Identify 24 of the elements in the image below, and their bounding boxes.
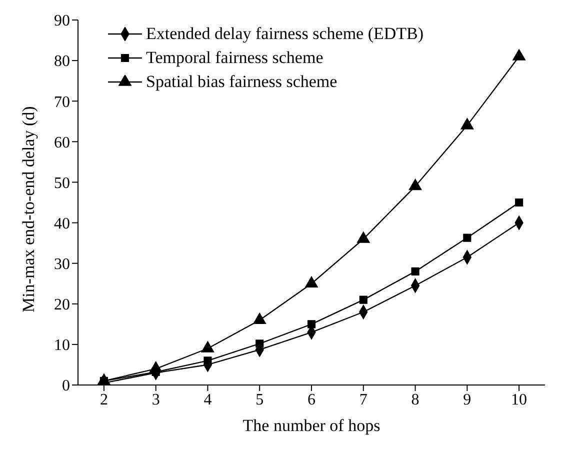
x-tick-label: 10 (511, 391, 528, 408)
x-tick-label: 6 (308, 391, 316, 408)
legend-label: Temporal fairness scheme (146, 47, 324, 69)
x-tick-label: 9 (463, 391, 472, 408)
x-tick-label: 8 (411, 391, 420, 408)
x-tick-label: 7 (359, 391, 368, 408)
x-tick-label: 5 (256, 391, 264, 408)
y-tick-label: 40 (54, 215, 70, 232)
y-tick-label: 30 (54, 256, 70, 274)
y-tick-label: 80 (54, 53, 70, 70)
y-tick-label: 50 (54, 174, 70, 192)
y-tick-label: 90 (54, 12, 70, 30)
legend-label: Spatial bias fairness scheme (146, 71, 338, 93)
y-tick-label: 0 (62, 378, 70, 395)
y-tick-label: 60 (54, 134, 70, 152)
x-axis-title: The number of hops (242, 416, 380, 436)
legend-label: Extended delay fairness scheme (EDTB) (146, 23, 424, 45)
y-tick-label: 10 (54, 337, 70, 354)
y-tick-label: 70 (54, 94, 70, 111)
x-tick-label: 3 (152, 391, 160, 408)
y-tick-label: 20 (54, 296, 70, 314)
x-tick-label: 4 (204, 391, 212, 408)
x-tick-label: 2 (100, 391, 108, 408)
y-axis-title: Min-max end-to-end delay (d) (19, 106, 38, 312)
